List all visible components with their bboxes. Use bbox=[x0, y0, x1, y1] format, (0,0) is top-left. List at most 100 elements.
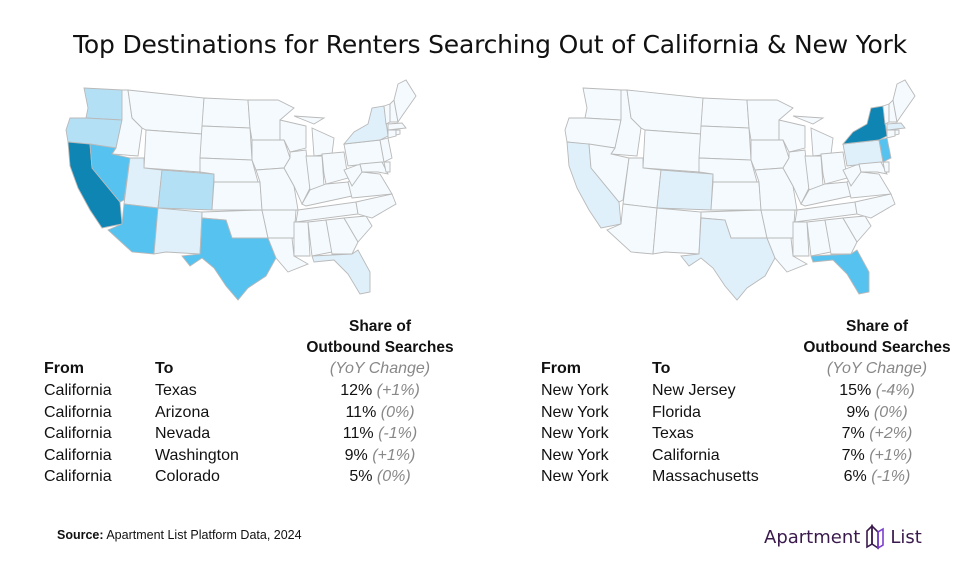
state-nd bbox=[700, 97, 750, 129]
share-value: 9% bbox=[846, 403, 870, 421]
state-nd bbox=[201, 97, 251, 129]
table-row: New York Texas 7% (+2%) bbox=[541, 423, 961, 445]
source-text: Apartment List Platform Data, 2024 bbox=[106, 528, 302, 542]
cell-share: 9% (+1%) bbox=[300, 447, 460, 465]
cell-from: California bbox=[44, 468, 112, 486]
share-value: 15% bbox=[839, 382, 872, 399]
col-header-to: To bbox=[155, 360, 174, 377]
cell-to: New Jersey bbox=[652, 382, 736, 399]
state-ga bbox=[325, 217, 359, 255]
state-oh bbox=[820, 151, 848, 185]
state-wy bbox=[642, 129, 702, 173]
state-wa bbox=[582, 87, 626, 121]
share-value: 11% bbox=[342, 425, 374, 443]
state-fl bbox=[810, 249, 870, 295]
yoy-change: (-4%) bbox=[875, 382, 915, 399]
state-ma bbox=[387, 122, 407, 131]
state-ny bbox=[841, 105, 888, 145]
col-header-to: To bbox=[652, 360, 671, 377]
state-de bbox=[882, 161, 890, 173]
yoy-change: (-1%) bbox=[378, 425, 418, 443]
state-sc bbox=[343, 215, 373, 243]
state-ma bbox=[886, 122, 906, 131]
col-header-yoy: (YoY Change) bbox=[329, 360, 431, 377]
state-ny bbox=[342, 105, 389, 145]
state-ms bbox=[792, 221, 810, 257]
cell-share: 11% (0%) bbox=[300, 404, 460, 422]
table-rows: California Texas 12% (+1%) California Arizon… bbox=[44, 380, 464, 488]
column-headers: From To (YoY Change) bbox=[541, 360, 961, 380]
cell-to: Nevada bbox=[155, 425, 211, 443]
state-nc bbox=[854, 193, 896, 219]
state-ri bbox=[395, 129, 401, 136]
cell-to: Washington bbox=[155, 446, 239, 464]
table-row: California Nevada 11% (-1%) bbox=[44, 423, 464, 445]
source-label: Source: bbox=[57, 528, 104, 542]
state-me bbox=[393, 79, 417, 124]
state-sc bbox=[842, 215, 872, 243]
yoy-change: (0%) bbox=[376, 468, 411, 486]
cell-to: Colorado bbox=[155, 468, 220, 486]
state-ar bbox=[760, 209, 796, 239]
state-md bbox=[359, 161, 389, 175]
state-wy bbox=[143, 129, 203, 173]
yoy-change: (+1%) bbox=[372, 446, 416, 464]
cell-to: Florida bbox=[652, 403, 701, 421]
cell-from: New York bbox=[541, 446, 609, 464]
state-la bbox=[267, 237, 310, 273]
state-ks bbox=[211, 181, 263, 211]
logo-word-list: List bbox=[890, 526, 922, 548]
state-sd bbox=[199, 125, 253, 161]
table-row: New York Massachusetts 6% (-1%) bbox=[541, 466, 961, 488]
cell-from: New York bbox=[541, 468, 609, 486]
state-ia bbox=[750, 139, 790, 171]
state-ar bbox=[261, 209, 297, 239]
state-ms bbox=[293, 221, 311, 257]
cell-from: California bbox=[44, 382, 112, 399]
state-ct bbox=[886, 129, 896, 139]
cell-to: Texas bbox=[155, 382, 197, 399]
cell-share: 7% (+1%) bbox=[797, 447, 957, 465]
state-ct bbox=[387, 129, 397, 139]
yoy-change: (0%) bbox=[380, 403, 415, 421]
state-md bbox=[858, 161, 888, 175]
logo-word-apartment: Apartment bbox=[764, 526, 861, 548]
col-header-yoy: (YoY Change) bbox=[826, 360, 928, 377]
table-row: New York New Jersey 15% (-4%) bbox=[541, 380, 961, 402]
state-sd bbox=[698, 125, 752, 161]
column-headers: From To (YoY Change) bbox=[44, 360, 464, 380]
yoy-change: (+1%) bbox=[376, 382, 420, 399]
col-header-from: From bbox=[541, 360, 581, 377]
logo-mark-icon bbox=[866, 524, 885, 550]
state-wa bbox=[83, 87, 127, 121]
share-value: 11% bbox=[345, 403, 377, 421]
state-co bbox=[157, 169, 215, 211]
cell-share: 5% (0%) bbox=[300, 468, 460, 486]
cell-share: 9% (0%) bbox=[797, 404, 957, 422]
share-header-line1: Share of bbox=[348, 318, 411, 335]
cell-share: 15% (-4%) bbox=[797, 382, 957, 400]
state-nj bbox=[878, 137, 892, 163]
table-row: California Colorado 5% (0%) bbox=[44, 466, 464, 488]
yoy-change: (-1%) bbox=[871, 468, 911, 486]
cell-to: Texas bbox=[652, 425, 694, 443]
cell-to: Arizona bbox=[155, 403, 210, 421]
state-co bbox=[656, 169, 714, 211]
cell-from: New York bbox=[541, 403, 609, 421]
apartment-list-logo: Apartment List bbox=[764, 520, 922, 554]
table-row: California Washington 9% (+1%) bbox=[44, 445, 464, 467]
yoy-change: (+2%) bbox=[869, 425, 913, 443]
state-la bbox=[766, 237, 809, 273]
state-ri bbox=[894, 129, 900, 136]
table-rows: New York New Jersey 15% (-4%) New York Flori… bbox=[541, 380, 961, 488]
yoy-change: (+1%) bbox=[869, 446, 913, 464]
state-ga bbox=[824, 217, 858, 255]
share-header-line2: Outbound Searches bbox=[803, 339, 951, 356]
cell-share: 7% (+2%) bbox=[797, 425, 957, 443]
share-value: 5% bbox=[349, 468, 373, 486]
state-ia bbox=[251, 139, 291, 171]
state-nj bbox=[379, 137, 393, 163]
share-value: 7% bbox=[841, 446, 865, 464]
share-value: 9% bbox=[344, 446, 368, 464]
state-nm bbox=[652, 207, 702, 255]
